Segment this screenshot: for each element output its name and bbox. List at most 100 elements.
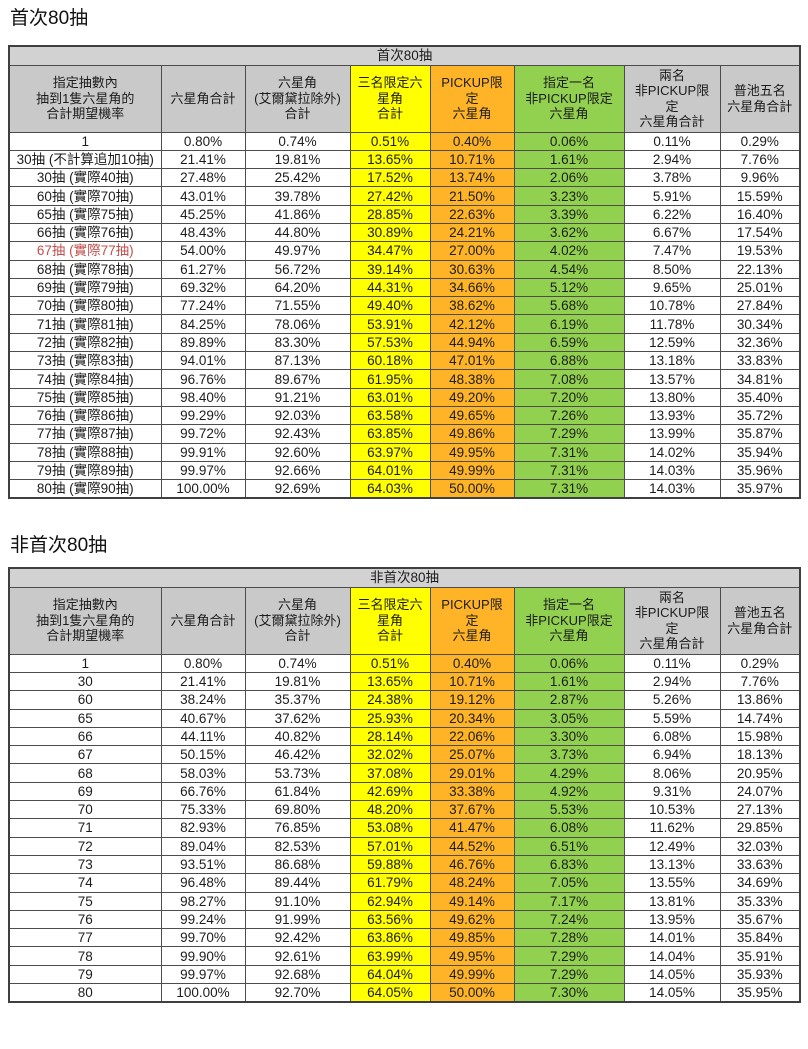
- data-cell: 11.62%: [623, 818, 721, 838]
- data-cell: 0.80%: [160, 131, 246, 151]
- data-cell: 86.68%: [244, 854, 351, 875]
- data-cell: 6.67%: [623, 222, 721, 243]
- data-cell: 61.79%: [349, 873, 431, 893]
- table-row: 76 99.24% 91.99% 63.56% 49.62% 7.24% 13.95% 35.…: [8, 909, 801, 930]
- data-cell: 35.93%: [719, 964, 801, 984]
- data-cell: 21.41%: [160, 671, 246, 692]
- row-label: 1: [8, 131, 162, 151]
- data-cell: 49.99%: [429, 964, 515, 984]
- data-cell: 57.01%: [349, 836, 431, 856]
- data-cell: 41.47%: [429, 818, 515, 838]
- data-cell: 96.48%: [160, 873, 246, 893]
- data-cell: 89.44%: [244, 873, 351, 893]
- data-cell: 61.95%: [349, 369, 431, 389]
- data-cell: 99.24%: [160, 909, 246, 930]
- data-cell: 33.38%: [429, 781, 515, 802]
- row-label: 80: [8, 982, 162, 1003]
- data-cell: 75.33%: [160, 800, 246, 820]
- data-cell: 61.27%: [160, 259, 246, 279]
- column-header: 兩名 非PICKUP限 定 六星角合計: [623, 586, 721, 655]
- data-cell: 7.47%: [623, 241, 721, 261]
- data-cell: 35.84%: [719, 928, 801, 948]
- data-cell: 27.42%: [349, 186, 431, 206]
- data-cell: 92.03%: [244, 405, 351, 426]
- data-cell: 4.29%: [513, 763, 625, 783]
- table-row: 77抽 (實際87抽) 99.72% 92.43% 63.85% 49.86% 7.29%…: [8, 424, 801, 444]
- row-label: 74抽 (實際84抽): [8, 369, 162, 389]
- data-cell: 56.72%: [244, 259, 351, 279]
- data-cell: 49.20%: [429, 387, 515, 407]
- data-cell: 0.11%: [623, 131, 721, 151]
- data-cell: 7.29%: [513, 946, 625, 966]
- data-cell: 13.95%: [623, 909, 721, 930]
- column-header: 兩名 非PICKUP限 定 六星角合計: [623, 64, 721, 133]
- data-cell: 44.11%: [160, 726, 246, 747]
- data-cell: 63.97%: [349, 442, 431, 462]
- data-cell: 38.62%: [429, 296, 515, 316]
- data-cell: 22.06%: [429, 726, 515, 747]
- data-cell: 5.91%: [623, 186, 721, 206]
- table-row: 30抽 (實際40抽) 27.48% 25.42% 17.52% 13.74% 2.06%…: [8, 168, 801, 188]
- row-label: 68抽 (實際78抽): [8, 259, 162, 279]
- row-label: 71抽 (實際81抽): [8, 314, 162, 334]
- column-header: 指定抽數內 抽到1隻六星角的 合計期望機率: [8, 586, 162, 655]
- data-cell: 35.72%: [719, 405, 801, 426]
- data-cell: 92.66%: [244, 460, 351, 481]
- data-cell: 7.31%: [513, 442, 625, 462]
- row-label: 69抽 (實際79抽): [8, 277, 162, 298]
- data-cell: 13.93%: [623, 405, 721, 426]
- band-row: 非首次80抽: [8, 567, 801, 588]
- column-header: 指定一名 非PICKUP限定 六星角: [513, 586, 625, 655]
- data-cell: 63.86%: [349, 928, 431, 948]
- data-cell: 53.08%: [349, 818, 431, 838]
- column-header: PICKUP限 定 六星角: [429, 586, 515, 655]
- data-cell: 0.51%: [349, 131, 431, 151]
- data-cell: 7.28%: [513, 928, 625, 948]
- table-row: 79 99.97% 92.68% 64.04% 49.99% 7.29% 14.05% 35.…: [8, 964, 801, 984]
- data-cell: 62.94%: [349, 891, 431, 911]
- data-cell: 0.40%: [429, 131, 515, 151]
- data-cell: 10.71%: [429, 149, 515, 170]
- data-cell: 14.05%: [623, 982, 721, 1003]
- data-cell: 44.52%: [429, 836, 515, 856]
- data-cell: 63.01%: [349, 387, 431, 407]
- data-cell: 44.80%: [244, 222, 351, 243]
- table-row: 60抽 (實際70抽) 43.01% 39.78% 27.42% 21.50% 3.23%…: [8, 186, 801, 206]
- data-cell: 7.29%: [513, 964, 625, 984]
- row-label: 80抽 (實際90抽): [8, 479, 162, 499]
- data-cell: 2.87%: [513, 690, 625, 710]
- data-cell: 49.40%: [349, 296, 431, 316]
- data-cell: 4.54%: [513, 259, 625, 279]
- data-cell: 13.80%: [623, 387, 721, 407]
- data-cell: 61.84%: [244, 781, 351, 802]
- data-cell: 1.61%: [513, 671, 625, 692]
- data-cell: 92.42%: [244, 928, 351, 948]
- data-cell: 99.91%: [160, 442, 246, 462]
- data-cell: 14.02%: [623, 442, 721, 462]
- data-cell: 35.33%: [719, 891, 801, 911]
- data-cell: 8.50%: [623, 259, 721, 279]
- data-cell: 49.65%: [429, 405, 515, 426]
- row-label: 65: [8, 708, 162, 728]
- data-cell: 92.43%: [244, 424, 351, 444]
- table-row: 70 75.33% 69.80% 48.20% 37.67% 5.53% 10.53% 27.…: [8, 800, 801, 820]
- data-cell: 6.94%: [623, 745, 721, 765]
- data-cell: 0.29%: [719, 653, 801, 673]
- data-cell: 35.96%: [719, 460, 801, 481]
- data-cell: 63.99%: [349, 946, 431, 966]
- row-label: 72抽 (實際82抽): [8, 332, 162, 353]
- table-row: 60 38.24% 35.37% 24.38% 19.12% 2.87% 5.26% 13.8…: [8, 690, 801, 710]
- row-label: 72: [8, 836, 162, 856]
- data-cell: 6.88%: [513, 351, 625, 371]
- data-cell: 49.95%: [429, 442, 515, 462]
- data-cell: 5.68%: [513, 296, 625, 316]
- data-cell: 19.12%: [429, 690, 515, 710]
- data-cell: 64.04%: [349, 964, 431, 984]
- data-cell: 17.52%: [349, 168, 431, 188]
- row-label: 30抽 (不計算追加10抽): [8, 149, 162, 170]
- data-cell: 89.67%: [244, 369, 351, 389]
- data-cell: 5.53%: [513, 800, 625, 820]
- table-row: 69抽 (實際79抽) 69.32% 64.20% 44.31% 34.66% 5.12%…: [8, 277, 801, 298]
- data-cell: 22.63%: [429, 204, 515, 224]
- data-cell: 39.14%: [349, 259, 431, 279]
